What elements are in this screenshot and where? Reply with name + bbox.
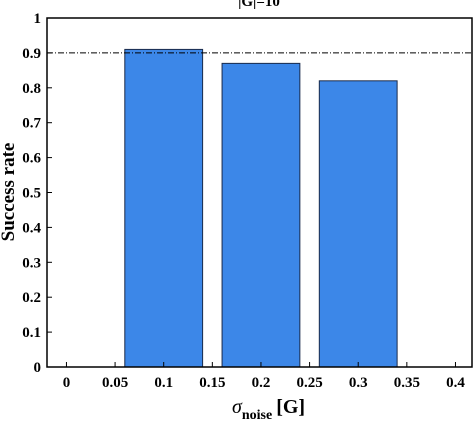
y-tick-label: 1 [34, 11, 42, 27]
x-axis-label: σnoise [G] [232, 396, 305, 421]
y-tick-label: 0.1 [22, 325, 41, 341]
bar [318, 80, 398, 368]
x-tick-label: 0.4 [446, 375, 465, 391]
y-tick-label: 0.7 [22, 116, 41, 132]
x-tick-label: 0.2 [252, 375, 271, 391]
x-tick-label: 0.25 [296, 375, 322, 391]
x-tick-label: 0.1 [154, 375, 173, 391]
y-tick-label: 0.3 [22, 255, 41, 271]
y-tick-label: 0.9 [22, 46, 41, 62]
x-tick-label: 0 [63, 375, 71, 391]
x-label-unit: [G] [276, 396, 305, 418]
x-label-subscript: noise [242, 408, 272, 421]
y-tick-label: 0.8 [22, 81, 41, 97]
y-tick-label: 0 [34, 360, 42, 376]
bar [221, 62, 301, 368]
y-tick-label: 0.6 [22, 151, 41, 167]
x-tick-label: 0.15 [199, 375, 225, 391]
chart-title: |G|=10 [238, 0, 280, 10]
y-tick-label: 0.2 [22, 290, 41, 306]
y-axis-label: Success rate [0, 143, 19, 242]
y-tick-label: 0.4 [22, 220, 41, 236]
x-label-symbol: σ [232, 396, 243, 418]
x-tick-label: 0.35 [394, 375, 420, 391]
y-tick-label: 0.5 [22, 186, 41, 202]
bar [124, 48, 204, 368]
x-tick-label: 0.05 [102, 375, 128, 391]
x-tick-label: 0.3 [349, 375, 368, 391]
